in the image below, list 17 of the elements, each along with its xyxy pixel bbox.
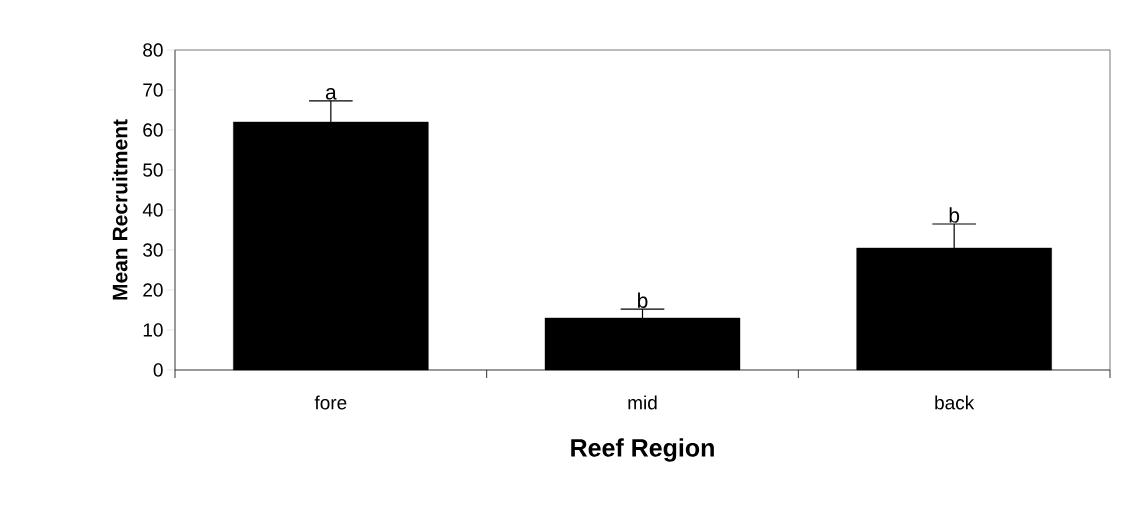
y-tick-label: 70 xyxy=(143,83,163,97)
y-tick-label: 20 xyxy=(143,283,163,297)
y-tick-label: 40 xyxy=(142,203,163,217)
y-tick-label: 0 xyxy=(153,363,163,377)
y-tick-label: 80 xyxy=(143,43,163,57)
x-tick-label: back xyxy=(935,395,975,410)
annotation: b xyxy=(638,292,648,308)
y-axis-title: Mean Recruitment xyxy=(112,119,128,300)
x-axis-title: Reef Region xyxy=(571,438,714,462)
x-tick-label: mid xyxy=(628,395,657,410)
annotation: a xyxy=(325,88,337,100)
annotation: b xyxy=(949,207,960,223)
y-tick-label: 10 xyxy=(143,323,163,337)
x-tick-label: fore xyxy=(314,395,347,410)
y-tick-label: 30 xyxy=(143,243,163,257)
y-tick-label: 60 xyxy=(143,123,163,137)
y-tick-label: 50 xyxy=(143,163,163,177)
